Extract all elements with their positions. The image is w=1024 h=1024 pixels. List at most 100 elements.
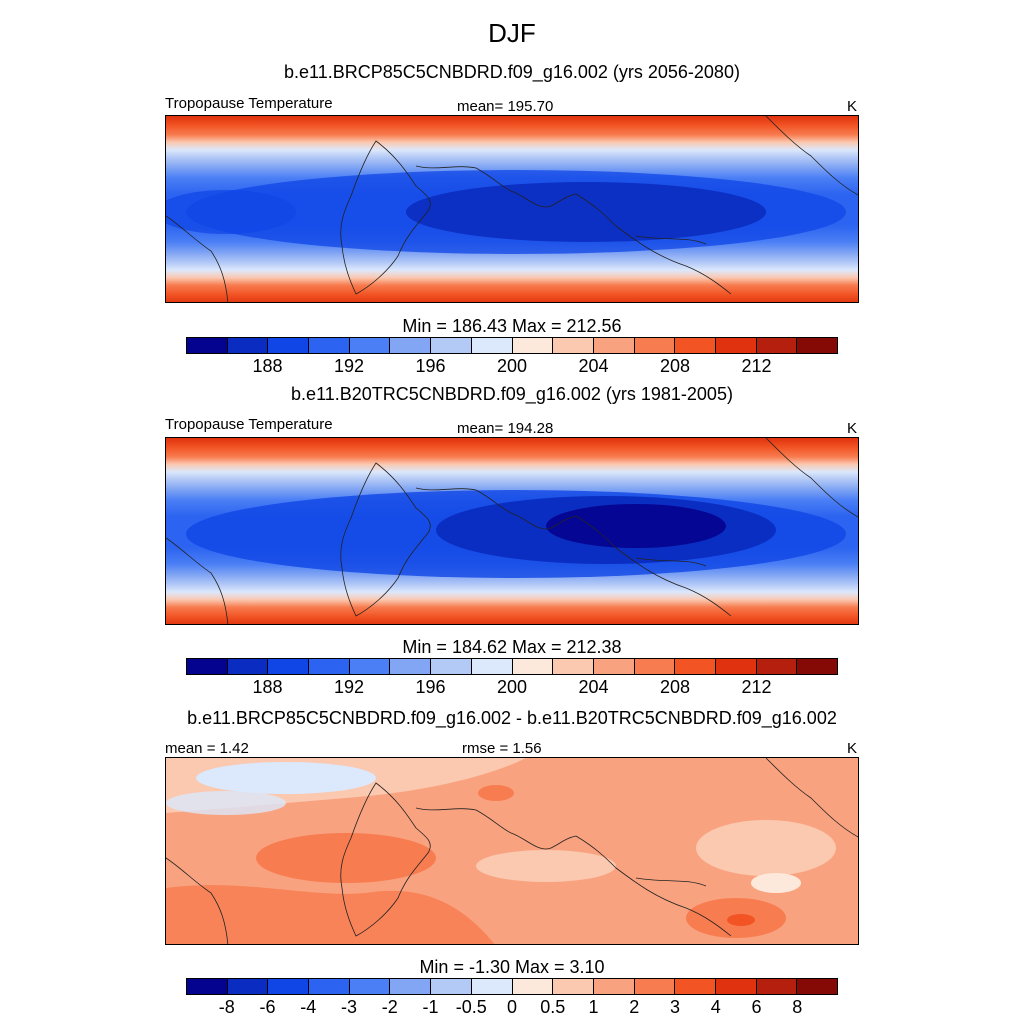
colorbar-box	[471, 659, 513, 674]
panel3-subtitle: b.e11.BRCP85C5CNBDRD.f09_g16.002 - b.e11…	[187, 708, 837, 728]
colorbar-box	[553, 979, 594, 994]
colorbar-box	[227, 979, 269, 994]
colorbar-tick-label: 188	[252, 356, 283, 376]
colorbar-tick-label: 3	[669, 997, 681, 1017]
panel3-colorbar-ticks: -8 -6 -4 -3 -2 -1 -0.5 0 0.5 1 2 3 4 6 8	[186, 997, 838, 1019]
colorbar-tick-label: 8	[792, 997, 803, 1017]
colorbar-box	[634, 979, 676, 994]
colorbar-box	[715, 338, 757, 353]
colorbar-box	[309, 338, 350, 353]
colorbar-box	[756, 338, 798, 353]
colorbar-tick-label: 200	[496, 677, 528, 697]
panel1-variable-label: Tropopause Temperature	[165, 95, 333, 112]
panel2-units-label: K	[847, 420, 858, 437]
panel3-minmax: Min = -1.30 Max = 3.10	[419, 957, 605, 977]
panel3-units-label: K	[847, 740, 858, 757]
colorbar-tick-label: -4	[300, 997, 317, 1017]
colorbar-tick-label: 192	[333, 677, 365, 697]
colorbar-box	[797, 659, 837, 674]
colorbar-box	[349, 338, 391, 353]
colorbar-box	[187, 659, 228, 674]
panel1-colorbar	[186, 337, 838, 354]
colorbar-box	[675, 338, 716, 353]
colorbar-box	[227, 338, 269, 353]
colorbar-box	[553, 659, 594, 674]
colorbar-tick-label: 196	[415, 356, 446, 376]
colorbar-box	[349, 659, 391, 674]
colorbar-box	[390, 979, 432, 994]
colorbar-tick-label: 192	[333, 356, 365, 376]
colorbar-tick-label: -8	[218, 997, 235, 1017]
colorbar-tick-label: 6	[751, 997, 762, 1017]
colorbar-tick-label: 2	[629, 997, 640, 1017]
colorbar-tick-label: 4	[710, 997, 721, 1017]
panel1-units-label: K	[847, 98, 858, 115]
colorbar-box	[756, 979, 798, 994]
colorbar-box	[309, 979, 350, 994]
panel3-mean-label: mean = 1.42	[165, 740, 249, 757]
colorbar-box	[431, 338, 472, 353]
colorbar-box	[797, 338, 837, 353]
panel3-map	[165, 757, 859, 945]
colorbar-box	[268, 338, 310, 353]
colorbar-box	[634, 338, 676, 353]
colorbar-box	[634, 659, 676, 674]
panel2-colorbar	[186, 658, 838, 675]
colorbar-box	[512, 338, 554, 353]
colorbar-tick-label: -3	[340, 997, 358, 1017]
colorbar-box	[390, 338, 432, 353]
colorbar-box	[797, 979, 837, 994]
colorbar-box	[309, 659, 350, 674]
panel2-minmax: Min = 184.62 Max = 212.38	[402, 637, 622, 657]
panel1-minmax: Min = 186.43 Max = 212.56	[402, 316, 622, 336]
colorbar-box	[593, 979, 635, 994]
colorbar-box	[187, 979, 228, 994]
colorbar-tick-label: 200	[496, 356, 528, 376]
colorbar-box	[227, 659, 269, 674]
colorbar-box	[512, 979, 554, 994]
colorbar-tick-label: 208	[659, 677, 691, 697]
colorbar-box	[268, 659, 310, 674]
colorbar-box	[675, 659, 716, 674]
colorbar-tick-label: 1	[588, 997, 599, 1017]
colorbar-box	[431, 659, 472, 674]
panel1-mean-label: mean= 195.70	[457, 98, 554, 115]
panel2-variable-label: Tropopause Temperature	[165, 416, 333, 433]
colorbar-tick-label: -1	[422, 997, 439, 1017]
colorbar-box	[349, 979, 391, 994]
colorbar-box	[715, 979, 757, 994]
panel2-subtitle: b.e11.B20TRC5CNBDRD.f09_g16.002 (yrs 198…	[291, 384, 733, 404]
colorbar-tick-label: 212	[741, 356, 772, 376]
colorbar-tick-label: 188	[252, 677, 283, 697]
colorbar-box	[593, 338, 635, 353]
panel1-subtitle: b.e11.BRCP85C5CNBDRD.f09_g16.002 (yrs 20…	[284, 62, 740, 82]
panel2-mean-label: mean= 194.28	[457, 420, 554, 437]
colorbar-box	[471, 979, 513, 994]
colorbar-box	[268, 979, 310, 994]
colorbar-tick-label: -0.5	[455, 997, 487, 1017]
colorbar-tick-label: 208	[659, 356, 691, 376]
colorbar-box	[512, 659, 554, 674]
figure-title: DJF	[488, 18, 536, 48]
colorbar-tick-label: 204	[578, 677, 609, 697]
colorbar-box	[715, 659, 757, 674]
colorbar-box	[553, 338, 594, 353]
panel1-map	[165, 115, 859, 303]
colorbar-tick-label: 204	[578, 356, 609, 376]
colorbar-tick-label: 212	[741, 677, 772, 697]
colorbar-box	[431, 979, 472, 994]
colorbar-tick-label: 0.5	[540, 997, 566, 1017]
colorbar-box	[756, 659, 798, 674]
colorbar-tick-label: -6	[259, 997, 276, 1017]
panel2-map	[165, 437, 859, 625]
colorbar-box	[471, 338, 513, 353]
colorbar-box	[390, 659, 432, 674]
colorbar-tick-label: -2	[381, 997, 398, 1017]
colorbar-box	[675, 979, 716, 994]
panel2-colorbar-ticks: 188 192 196 200 204 208 212	[186, 677, 838, 699]
colorbar-tick-label: 0	[506, 997, 518, 1017]
panel3-colorbar	[186, 978, 838, 995]
colorbar-tick-label: 196	[415, 677, 446, 697]
colorbar-box	[593, 659, 635, 674]
colorbar-box	[187, 338, 228, 353]
